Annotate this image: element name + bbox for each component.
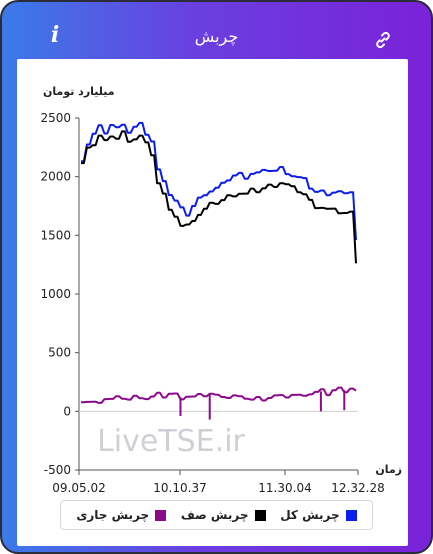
legend-label: چربش جاری <box>76 508 150 522</box>
chart-card: 2500 2000 1500 1000 500 0 -500 09.05.02 10.10.37… <box>17 59 408 546</box>
y-tick-label: 2000 <box>40 170 71 184</box>
chart: 2500 2000 1500 1000 500 0 -500 09.05.02 10.10.37… <box>40 85 402 495</box>
legend-swatch <box>345 509 357 521</box>
y-tick-label: 0 <box>63 404 71 418</box>
legend-item[interactable]: چربش صف <box>181 508 266 522</box>
legend-label: چربش صف <box>180 508 249 522</box>
legend-item[interactable]: چربش کل <box>280 508 357 522</box>
watermark: LiveTSE.ir <box>97 424 245 459</box>
y-tick-label: 1500 <box>40 228 71 242</box>
x-axis-label: زمان <box>375 463 402 476</box>
legend-swatch <box>254 509 266 521</box>
y-tick-label: 2500 <box>40 111 71 125</box>
y-tick-label: 1000 <box>40 287 71 301</box>
legend-item[interactable]: چربش جاری <box>76 508 167 522</box>
y-tick-label: -500 <box>44 463 71 477</box>
x-tick-label: 12.32.28 <box>331 481 384 495</box>
legend-swatch <box>155 509 167 521</box>
x-tick-label: 11.30.04 <box>258 481 311 495</box>
series-line-0 <box>81 121 357 241</box>
x-tick-label: 09.05.02 <box>52 481 105 495</box>
info-icon[interactable]: i <box>50 22 60 48</box>
series-line-1 <box>81 130 357 264</box>
x-tick-label: 10.10.37 <box>153 481 206 495</box>
page-title: چربش <box>194 27 239 46</box>
y-tick-label: 500 <box>48 346 71 360</box>
legend: چربش کل چربش صف چربش جاری <box>60 500 373 530</box>
header: i چربش <box>2 2 431 58</box>
series-line-2 <box>81 386 357 404</box>
y-axis-label: میلیارد تومان <box>43 85 115 98</box>
link-icon[interactable] <box>373 30 393 50</box>
legend-label: چربش کل <box>280 508 340 522</box>
